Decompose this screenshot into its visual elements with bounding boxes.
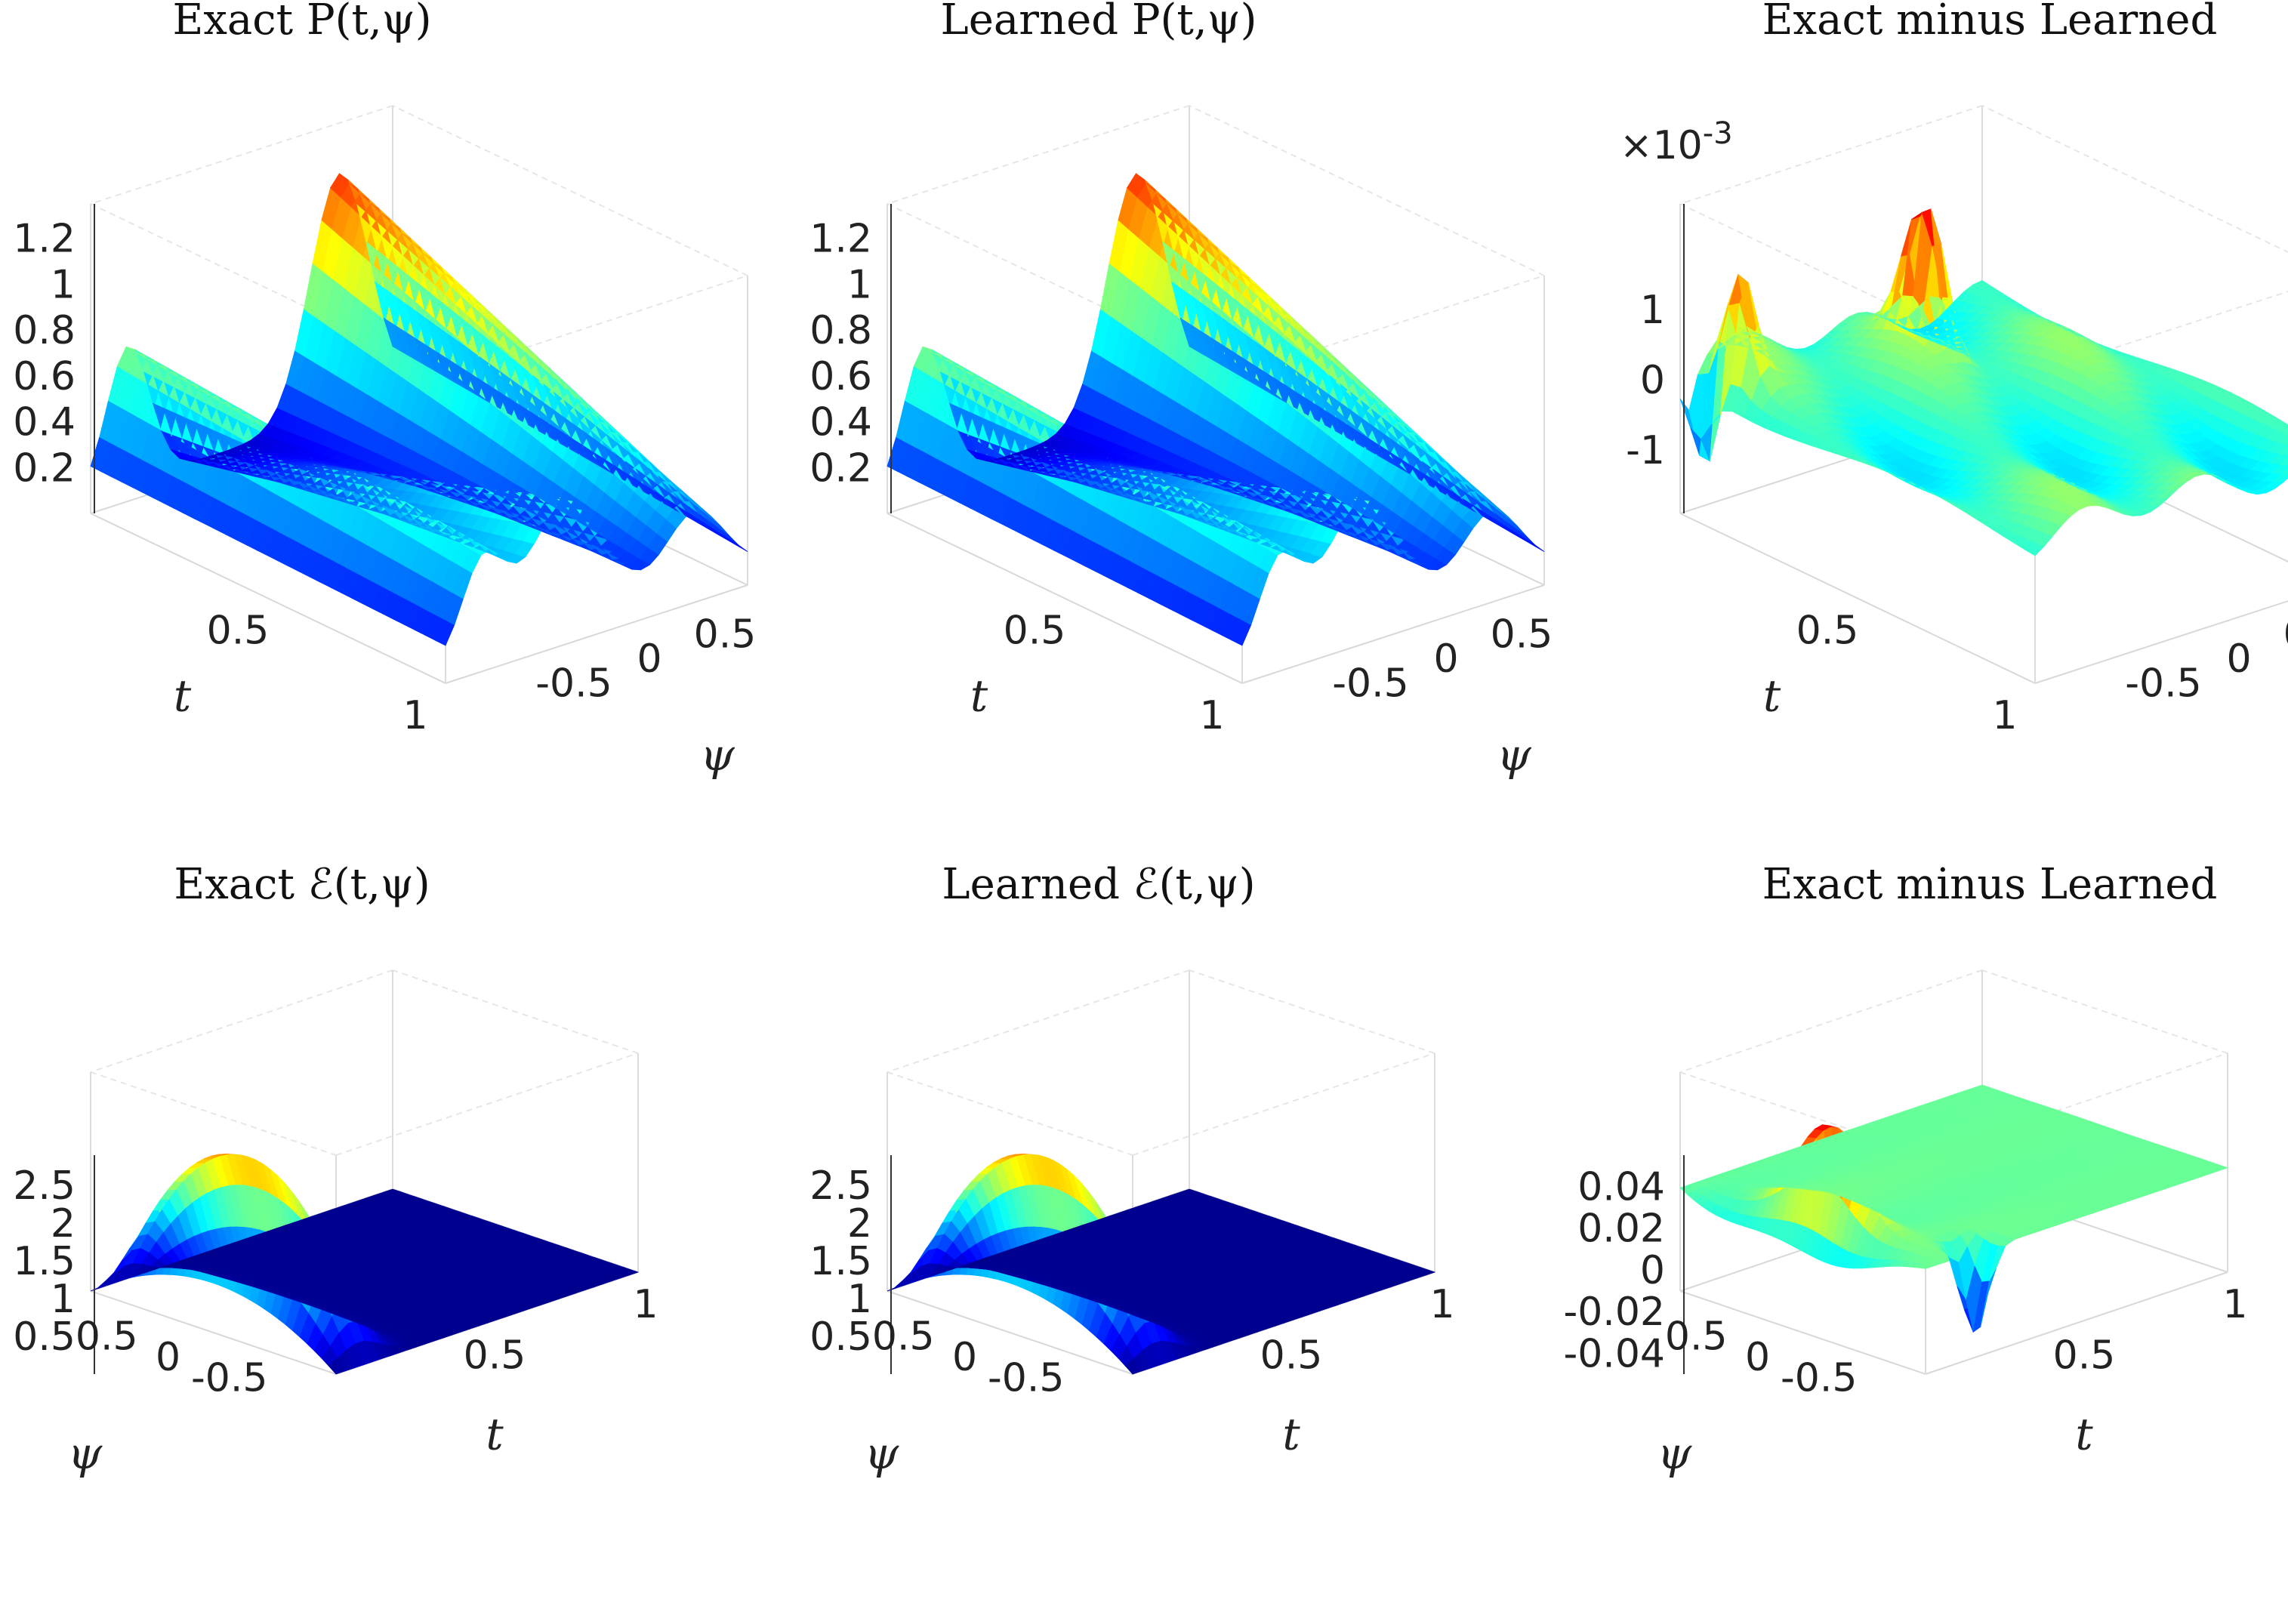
panel-title: Exact P(t,ψ) bbox=[172, 0, 431, 45]
grid-line bbox=[90, 1071, 337, 1156]
t-axis: 0.51 bbox=[1796, 609, 2018, 739]
t-tick-label: 0.5 bbox=[207, 609, 270, 654]
grid-line bbox=[1189, 105, 1545, 276]
z-tick-label: 2.5 bbox=[13, 1163, 76, 1209]
grid-line bbox=[1981, 105, 2288, 253]
t-tick-label: 1 bbox=[1992, 693, 2017, 738]
psi-tick-label: 0.5 bbox=[694, 612, 757, 658]
z-axis: 0.20.40.60.811.2 bbox=[809, 204, 892, 513]
psi-tick-label: -0.5 bbox=[191, 1356, 267, 1401]
grid-line bbox=[887, 105, 1190, 205]
psi-tick-label: 0.5 bbox=[1491, 612, 1553, 658]
surface-patch bbox=[1525, 538, 1545, 552]
z-tick-label: 0.2 bbox=[809, 445, 872, 491]
psi-axis: -0.5 0 0.5 bbox=[1332, 612, 1553, 707]
psi-tick-label: 0.5 bbox=[76, 1314, 138, 1360]
t-axis: 0.51 bbox=[1004, 609, 1225, 739]
grid-line bbox=[1189, 969, 1435, 1054]
t-axis: 0.51 bbox=[207, 609, 428, 739]
psi-tick-label: 0 bbox=[1433, 636, 1458, 682]
surface-patch bbox=[728, 538, 748, 552]
z-tick-label: 1.2 bbox=[809, 217, 872, 262]
t-tick-label: 0.5 bbox=[1004, 609, 1066, 654]
z-tick-label: 0 bbox=[1640, 358, 1665, 403]
t-axis-label: t bbox=[174, 670, 192, 721]
t-tick-label: 1 bbox=[402, 693, 427, 738]
grid-line bbox=[887, 513, 1243, 684]
psi-axis-label: ψ bbox=[700, 729, 735, 781]
psi-tick-label: 0 bbox=[637, 636, 661, 682]
z-tick-label: 0.4 bbox=[809, 400, 872, 445]
z-tick-label: 0.6 bbox=[13, 354, 76, 399]
z-tick-label: 1.2 bbox=[13, 217, 76, 262]
surface bbox=[887, 173, 1545, 646]
grid-line bbox=[887, 1071, 1133, 1156]
panel-title: Learned P(t,ψ) bbox=[941, 0, 1257, 45]
t-axis-label: t bbox=[1763, 670, 1781, 721]
t-axis-label: t bbox=[970, 670, 988, 721]
grid-line bbox=[392, 969, 639, 1054]
grid-line bbox=[445, 584, 748, 684]
z-tick-label: -1 bbox=[1626, 428, 1665, 473]
grid-line bbox=[887, 969, 1190, 1073]
psi-axis: -0.5 0 0.5 bbox=[535, 612, 756, 707]
panel-title: Exact ℰ(t,ψ) bbox=[174, 860, 430, 909]
grid-line bbox=[90, 513, 446, 684]
z-tick-label: 1 bbox=[51, 262, 76, 307]
panel-title: Exact minus Learned bbox=[1762, 0, 2218, 45]
t-tick-label: 1 bbox=[633, 1282, 658, 1327]
z-tick-label: 0.6 bbox=[809, 354, 872, 399]
t-tick-label: 0.5 bbox=[464, 1333, 526, 1379]
z-exponent-label: ×10-3 bbox=[1620, 116, 1733, 168]
z-tick-label: 0.8 bbox=[13, 308, 76, 353]
psi-tick-label: -0.5 bbox=[2125, 661, 2201, 707]
psi-tick-label: 0 bbox=[156, 1335, 180, 1380]
t-tick-label: 1 bbox=[1199, 693, 1224, 738]
grid-line bbox=[1132, 1052, 1435, 1156]
z-axis: 0.20.40.60.811.2 bbox=[13, 204, 95, 513]
psi-axis-label: ψ bbox=[68, 1428, 103, 1479]
z-tick-label: 0.8 bbox=[809, 308, 872, 353]
grid-line bbox=[90, 969, 393, 1073]
grid-line bbox=[90, 105, 393, 205]
surface bbox=[90, 173, 748, 646]
t-axis-label: t bbox=[486, 1408, 504, 1459]
psi-tick-label: -0.5 bbox=[1332, 661, 1408, 707]
psi-axis: -0.50 0.5 bbox=[76, 1314, 268, 1401]
psi-tick-label: 0.5 bbox=[2283, 612, 2288, 658]
psi-axis-label: ψ bbox=[1497, 729, 1531, 781]
grid-line bbox=[392, 105, 748, 276]
psi-tick-label: 0 bbox=[2226, 636, 2251, 682]
z-tick-label: 0.2 bbox=[13, 445, 76, 491]
z-tick-label: 0.4 bbox=[13, 400, 76, 445]
t-tick-label: 0.5 bbox=[1796, 609, 1859, 654]
z-tick-label: 1 bbox=[847, 262, 872, 307]
psi-axis: -0.5 0 0.5 bbox=[2125, 612, 2288, 707]
z-tick-label: 1 bbox=[1640, 288, 1665, 333]
grid-line bbox=[1679, 513, 2036, 684]
psi-tick-label: -0.5 bbox=[535, 661, 612, 707]
grid-line bbox=[335, 1052, 639, 1156]
surface bbox=[1679, 208, 2288, 556]
z-axis: -1 0 1 ×10-3 bbox=[1620, 116, 1733, 513]
grid-line bbox=[1241, 584, 1545, 684]
